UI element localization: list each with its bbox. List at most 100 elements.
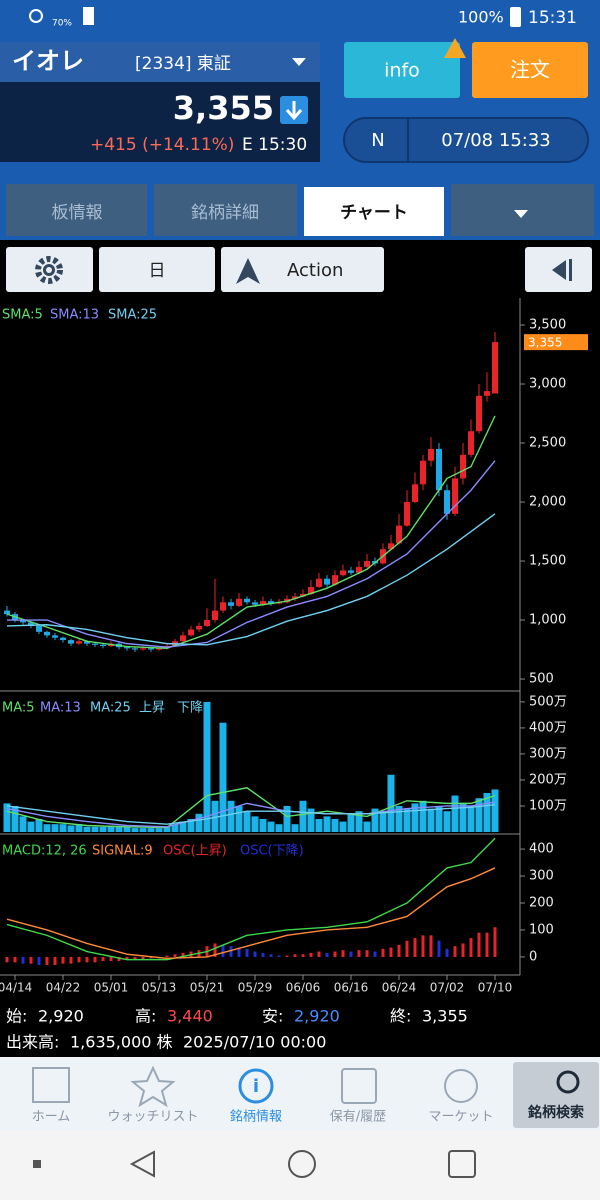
nav-label[interactable]: ウォッチリスト (107, 1110, 198, 1125)
nav-label[interactable]: 銘柄検索 (528, 1104, 584, 1121)
stock-name: イオレ (12, 47, 84, 75)
osc-bar (85, 956, 89, 963)
y-tick-label: 400万 (529, 720, 567, 735)
volume-bar (267, 821, 275, 832)
candle-body (452, 478, 458, 514)
market-icon (444, 1069, 478, 1103)
candle-body (428, 448, 434, 461)
indicator-line (6, 867, 496, 959)
x-tick-label: 04/22 (46, 981, 81, 995)
candle-body (388, 543, 394, 550)
osc-bar (181, 952, 185, 957)
period-button[interactable] (99, 247, 215, 292)
action-button[interactable] (221, 247, 384, 292)
y-tick-label: 2,000 (529, 495, 566, 510)
volume-bar (179, 821, 187, 832)
legend-entry: SMA:13 (50, 308, 99, 323)
candle-body (468, 431, 474, 455)
y-tick-label: 200 (529, 895, 554, 910)
indicator-line (6, 787, 496, 829)
legend-entry: SMA:25 (108, 308, 157, 323)
tab[interactable] (154, 184, 297, 236)
action-icon (236, 258, 260, 284)
osc-bar (357, 950, 361, 957)
candle-body (308, 586, 314, 595)
volume-bar (363, 821, 371, 832)
candle-body (68, 640, 74, 644)
osc-bar (5, 956, 9, 963)
name-box[interactable] (0, 42, 320, 82)
candle-body (340, 570, 346, 576)
volume-bar (371, 808, 379, 832)
y-tick-label: 400 (529, 842, 554, 857)
home-button[interactable] (288, 1150, 316, 1178)
bulb-icon (29, 9, 43, 23)
candle-body (252, 602, 258, 605)
nav-label[interactable]: 銘柄情報 (230, 1110, 282, 1125)
osc-bar (485, 932, 489, 957)
candle-body (60, 637, 66, 641)
volume-bar (379, 811, 387, 832)
volume-value: 1,635,000 株 (70, 1033, 173, 1052)
candle-body (332, 575, 338, 585)
price-box (0, 82, 320, 162)
mode-pill[interactable] (343, 117, 589, 163)
tab-active[interactable] (304, 182, 444, 236)
close-label: 終: (390, 1007, 411, 1026)
osc-bar (141, 956, 145, 960)
candle-body (364, 561, 370, 567)
nav-label[interactable]: ホーム (32, 1110, 71, 1125)
watchlist-icon (130, 1065, 176, 1108)
osc-bar (429, 935, 433, 957)
nav-label[interactable]: マーケット (428, 1110, 493, 1125)
osc-bar (373, 951, 377, 957)
volume-bar (131, 828, 139, 832)
plot-area: 3,500 3,000 2,500 2,000 1,500 1,000 500 3,355 SM… (0, 308, 588, 995)
volume-bar (259, 818, 267, 832)
recent-button[interactable] (448, 1150, 476, 1178)
osc-bar (93, 956, 97, 963)
osc-bar (253, 951, 257, 957)
volume-bar (227, 800, 235, 832)
legend-osc-down: OSC(下降) (240, 844, 304, 859)
y-tick-label: 500 (529, 672, 554, 687)
stock-code: [2334] 東証 (135, 54, 231, 74)
volume-bar (99, 826, 107, 832)
nav-label[interactable]: 保有/履歴 (330, 1110, 386, 1125)
osc-bar (53, 956, 57, 966)
y-tick-label: 0 (529, 949, 537, 964)
gear-icon (35, 256, 63, 284)
volume-bar (419, 800, 427, 832)
osc-bar (29, 956, 33, 964)
legend-entry: SIGNAL:9 (92, 844, 153, 859)
osc-bar (317, 951, 321, 957)
x-tick-label: 07/10 (478, 981, 513, 995)
candle-body (84, 641, 90, 644)
osc-bar (125, 956, 129, 960)
home-icon (32, 1067, 70, 1103)
candle-body (292, 596, 298, 599)
volume-bar (115, 826, 123, 832)
nav-dot[interactable] (33, 1160, 41, 1168)
volume-bar (3, 803, 11, 832)
info-button[interactable] (344, 42, 460, 98)
period-label: 日 (149, 261, 166, 281)
back-button[interactable] (129, 1150, 155, 1178)
candle-body (492, 342, 498, 394)
candle-body (396, 525, 402, 544)
tab[interactable] (6, 184, 147, 236)
candle-body (4, 610, 10, 615)
osc-bar (165, 955, 169, 957)
volume-bar (275, 824, 283, 832)
volume-bar (307, 808, 315, 832)
mode: N (371, 130, 384, 151)
legend-entry: MA:5 (2, 701, 35, 716)
order-button[interactable] (472, 42, 588, 98)
x-tick-label: 06/24 (382, 981, 417, 995)
y-tick-label: 200万 (529, 772, 567, 787)
open-label: 始: (6, 1007, 27, 1026)
osc-bar (493, 927, 497, 957)
legend-entry: MA:25 (90, 701, 131, 716)
volume-bar (491, 789, 499, 832)
volume-bar (451, 795, 459, 832)
